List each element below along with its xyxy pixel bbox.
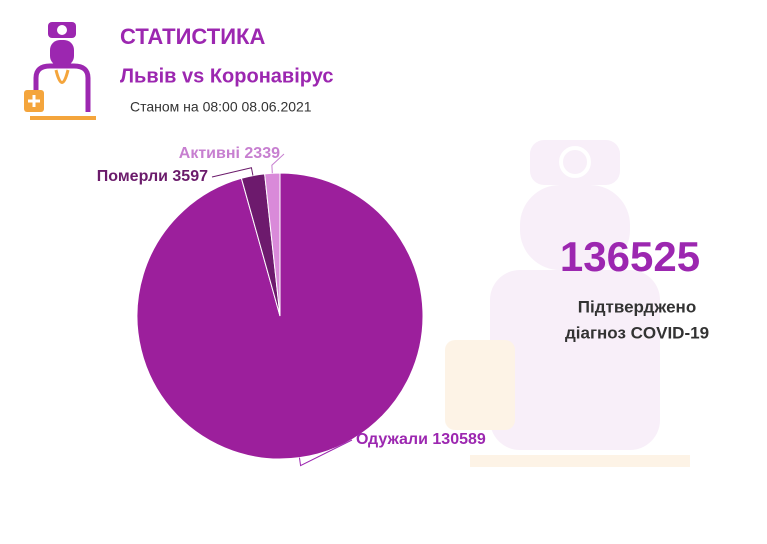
data-label: Одужали 130589	[356, 431, 486, 448]
logo-icon	[24, 22, 96, 120]
pie-slice	[264, 172, 281, 317]
date: Станом на 08:00 08.06.2021	[130, 99, 312, 115]
total-label: Підтверджено	[578, 297, 696, 316]
leader-line	[211, 167, 254, 178]
leader-line	[298, 439, 353, 467]
total: 136525	[560, 233, 700, 280]
data-label: Активні 2339	[179, 145, 280, 162]
label-category: Активні	[179, 145, 240, 162]
watermark	[445, 140, 690, 467]
label-value: 3597	[172, 168, 208, 185]
pie-slice	[136, 172, 424, 460]
label-category: Померли	[97, 168, 168, 185]
label-value: 130589	[432, 431, 485, 448]
total-label: діагноз COVID-19	[565, 323, 709, 342]
data-label: Померли 3597	[97, 168, 208, 185]
title: СТАТИСТИКА	[120, 24, 265, 49]
subtitle: Львів vs Коронавірус	[120, 65, 333, 87]
label-category: Одужали	[356, 431, 428, 448]
label-value: 2339	[244, 145, 280, 162]
leader-line	[271, 153, 285, 174]
